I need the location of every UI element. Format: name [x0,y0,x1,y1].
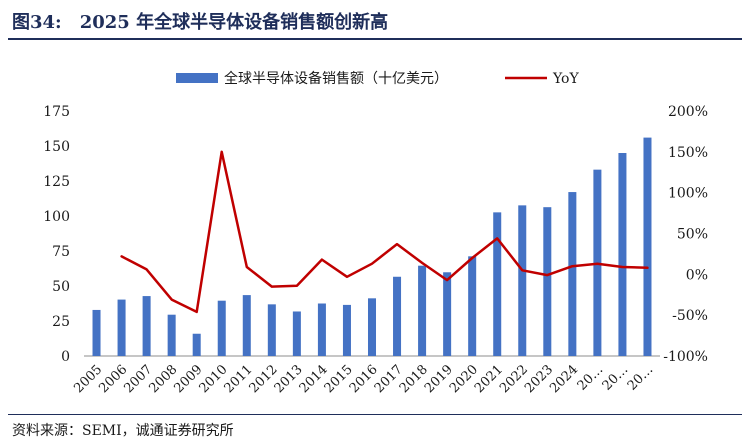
x-tick-label: 2005 [71,362,105,396]
x-tick-label: 2024 [547,362,581,396]
y-left-tick-label: 0 [61,349,70,365]
y-left-tick-label: 50 [52,279,70,295]
bar [142,296,151,356]
y-right-tick-label: -50% [672,308,708,324]
bar [117,299,126,356]
x-tick-label: 2015 [322,362,356,396]
bar [468,256,477,356]
bar [518,205,527,356]
y-left-tick-label: 25 [52,314,70,330]
x-tick-label: 2006 [96,362,130,396]
bar [618,153,627,356]
x-tick-label: 2010 [197,362,231,396]
x-tick-label: 20… [575,362,606,393]
x-tick-label: 2008 [146,362,180,396]
y-left-tick-label: 75 [52,244,70,260]
bar [543,207,552,356]
x-tick-label: 2017 [372,362,406,396]
figure-number: 图34: [12,12,62,33]
bar [418,265,427,356]
x-tick-label: 2018 [397,362,431,396]
chart-legend: 全球半导体设备销售额（十亿美元） YoY [176,70,579,87]
bar [192,333,201,356]
legend-line-label: YoY [552,71,579,87]
x-tick-label: 20… [600,362,631,393]
y-right-tick-label: 150% [668,145,708,161]
x-tick-label: 2012 [247,362,281,396]
bar [367,298,377,356]
figure-title-text: 2025 年全球半导体设备销售额创新高 [79,12,389,33]
x-tick-label: 2016 [347,362,381,396]
bar [568,192,577,356]
x-tick-label: 2019 [422,362,456,396]
bar [217,300,226,356]
y-left-tick-label: 150 [43,139,70,155]
x-tick-label: 2021 [472,362,506,396]
x-tick-label: 20… [625,362,656,393]
bar [267,304,276,356]
x-tick-label: 2014 [297,362,331,396]
x-tick-label: 2022 [497,362,531,396]
bar-series [92,137,652,356]
y-right-tick-label: 200% [668,104,708,120]
bar [443,272,452,356]
bar [493,212,502,356]
y-left-tick-label: 125 [43,174,70,190]
footer-divider [8,414,742,415]
y-left-tick-label: 175 [43,104,70,120]
y-right-tick-label: 100% [668,186,708,202]
figure-title: 图34: 2025 年全球半导体设备销售额创新高 [12,8,388,34]
bar [242,295,251,356]
y-left-tick-label: 100 [43,209,70,225]
legend-bar-label: 全球半导体设备销售额（十亿美元） [224,70,448,87]
yoy-line-series [120,150,649,314]
yoy-line [120,150,649,314]
bar [393,276,402,356]
bar [167,314,176,356]
x-tick-label: 2020 [447,362,481,396]
bar [643,137,652,356]
x-tick-label: 2009 [172,362,206,396]
x-tick-label: 2007 [121,362,155,396]
y-right-tick-label: -100% [663,349,708,365]
x-tick-label: 2013 [272,362,306,396]
y-right-tick-label: 0% [686,267,708,283]
title-divider [8,38,742,40]
bar [342,304,351,356]
bar [92,309,101,356]
x-tick-label: 2023 [522,362,556,396]
bar [292,311,301,356]
x-tick-label: 2011 [222,362,256,396]
legend-bar-swatch [176,73,218,83]
source-note: 资料来源：SEMI，诚通证券研究所 [12,423,234,439]
bar [317,303,326,356]
y-right-tick-label: 50% [677,227,708,243]
